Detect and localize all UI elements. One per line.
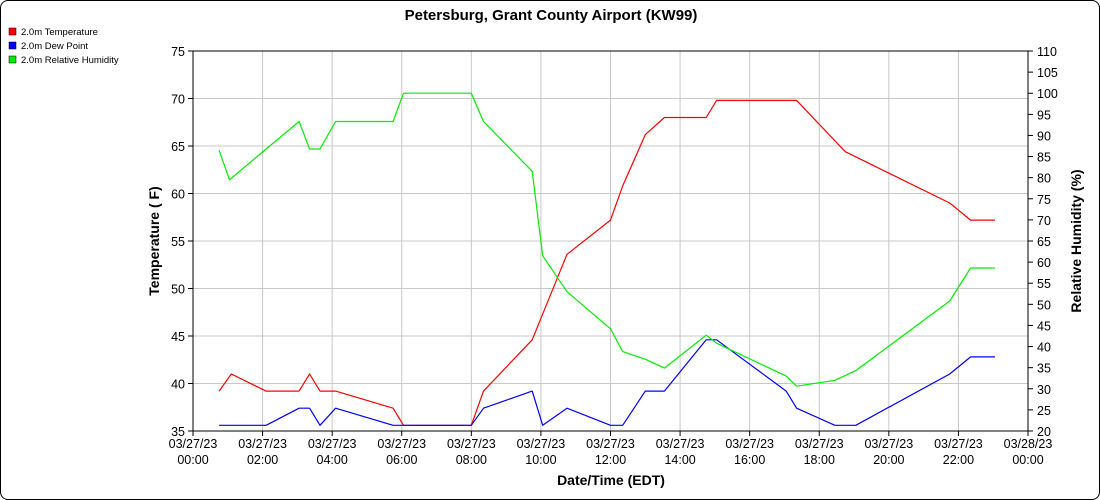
y2-tick-label: 95 <box>1037 108 1051 122</box>
y2-tick-label: 45 <box>1037 319 1051 333</box>
x-tick-label-date: 03/27/23 <box>934 437 983 451</box>
series-layer <box>218 92 995 426</box>
y-tick-label: 35 <box>171 425 185 439</box>
y2-tick-label: 35 <box>1037 362 1051 376</box>
y-axis-label: Temperature ( F) <box>146 186 162 295</box>
series-line-2-0m-relative-humidity <box>218 92 995 387</box>
x-tick-label-time: 22:00 <box>943 453 974 467</box>
x-tick-label-date: 03/27/23 <box>238 437 287 451</box>
x-tick-label-time: 20:00 <box>873 453 904 467</box>
series-line-2-0m-dew-point <box>219 339 995 426</box>
x-tick-label-time: 06:00 <box>386 453 417 467</box>
x-tick-label-date: 03/27/23 <box>795 437 844 451</box>
y2-tick-label: 105 <box>1037 66 1058 80</box>
y2-tick-label: 50 <box>1037 298 1051 312</box>
legend-label: 2.0m Relative Humidity <box>21 55 119 66</box>
y-tick-label: 60 <box>171 188 185 202</box>
series-line-2-0m-temperature <box>218 99 995 426</box>
y-tick-label: 50 <box>171 283 185 297</box>
y2-tick-label: 25 <box>1037 404 1051 418</box>
y-tick-label: 70 <box>171 93 185 107</box>
x-tick-label-time: 02:00 <box>247 453 278 467</box>
x-tick-label-date: 03/28/23 <box>1004 437 1053 451</box>
x-tick-label-date: 03/27/23 <box>517 437 566 451</box>
legend-swatch <box>8 55 17 64</box>
x-tick-label-time: 12:00 <box>595 453 626 467</box>
legend: 2.0m Temperature 2.0m Dew Point 2.0m Relat… <box>8 27 119 66</box>
ticks-layer: 35 40 45 50 55 60 65 70 75 20 25 30 35 40 45 50 55 60 65 70… <box>169 45 1058 467</box>
x-tick-label-date: 03/27/23 <box>447 437 496 451</box>
legend-label: 2.0m Dew Point <box>21 41 88 52</box>
x-tick-label-time: 04:00 <box>317 453 348 467</box>
y2-tick-label: 90 <box>1037 129 1051 143</box>
x-tick-label-date: 03/27/23 <box>656 437 705 451</box>
legend-label: 2.0m Temperature <box>21 27 98 38</box>
y2-tick-label: 60 <box>1037 256 1051 270</box>
chart-title: Petersburg, Grant County Airport (KW99) <box>405 7 698 24</box>
y2-tick-label: 85 <box>1037 151 1051 165</box>
y2-tick-label: 40 <box>1037 341 1051 355</box>
x-tick-label-time: 08:00 <box>456 453 487 467</box>
y2-tick-label: 75 <box>1037 193 1051 207</box>
x-tick-label-date: 03/27/23 <box>586 437 635 451</box>
x-tick-label-time: 14:00 <box>664 453 695 467</box>
y2-tick-label: 100 <box>1037 87 1058 101</box>
y2-tick-label: 20 <box>1037 425 1051 439</box>
y2-tick-label: 110 <box>1037 45 1057 59</box>
y-tick-label: 55 <box>171 235 185 249</box>
y2-tick-label: 30 <box>1037 383 1051 397</box>
x-tick-label-date: 03/27/23 <box>308 437 357 451</box>
x-tick-label-time: 16:00 <box>734 453 765 467</box>
x-axis-label: Date/Time (EDT) <box>557 472 665 488</box>
legend-swatch <box>8 27 17 36</box>
y-tick-label: 40 <box>171 378 185 392</box>
grid <box>192 50 1029 432</box>
y2-tick-label: 70 <box>1037 214 1051 228</box>
y2-tick-label: 55 <box>1037 277 1051 291</box>
x-tick-label-time: 18:00 <box>804 453 835 467</box>
y-tick-label: 45 <box>171 330 185 344</box>
x-tick-label-date: 03/27/23 <box>377 437 426 451</box>
x-tick-label-date: 03/27/23 <box>725 437 774 451</box>
y-tick-label: 75 <box>171 45 185 59</box>
y2-axis-label: Relative Humidity (%) <box>1068 169 1084 312</box>
x-tick-label-time: 10:00 <box>525 453 556 467</box>
legend-swatch <box>8 41 17 50</box>
y2-tick-label: 80 <box>1037 172 1051 186</box>
x-tick-label-date: 03/27/23 <box>169 437 218 451</box>
y-tick-label: 65 <box>171 140 185 154</box>
x-tick-label-time: 00:00 <box>1012 453 1043 467</box>
x-tick-label-time: 00:00 <box>177 453 208 467</box>
x-tick-label-date: 03/27/23 <box>864 437 913 451</box>
y2-tick-label: 65 <box>1037 235 1051 249</box>
